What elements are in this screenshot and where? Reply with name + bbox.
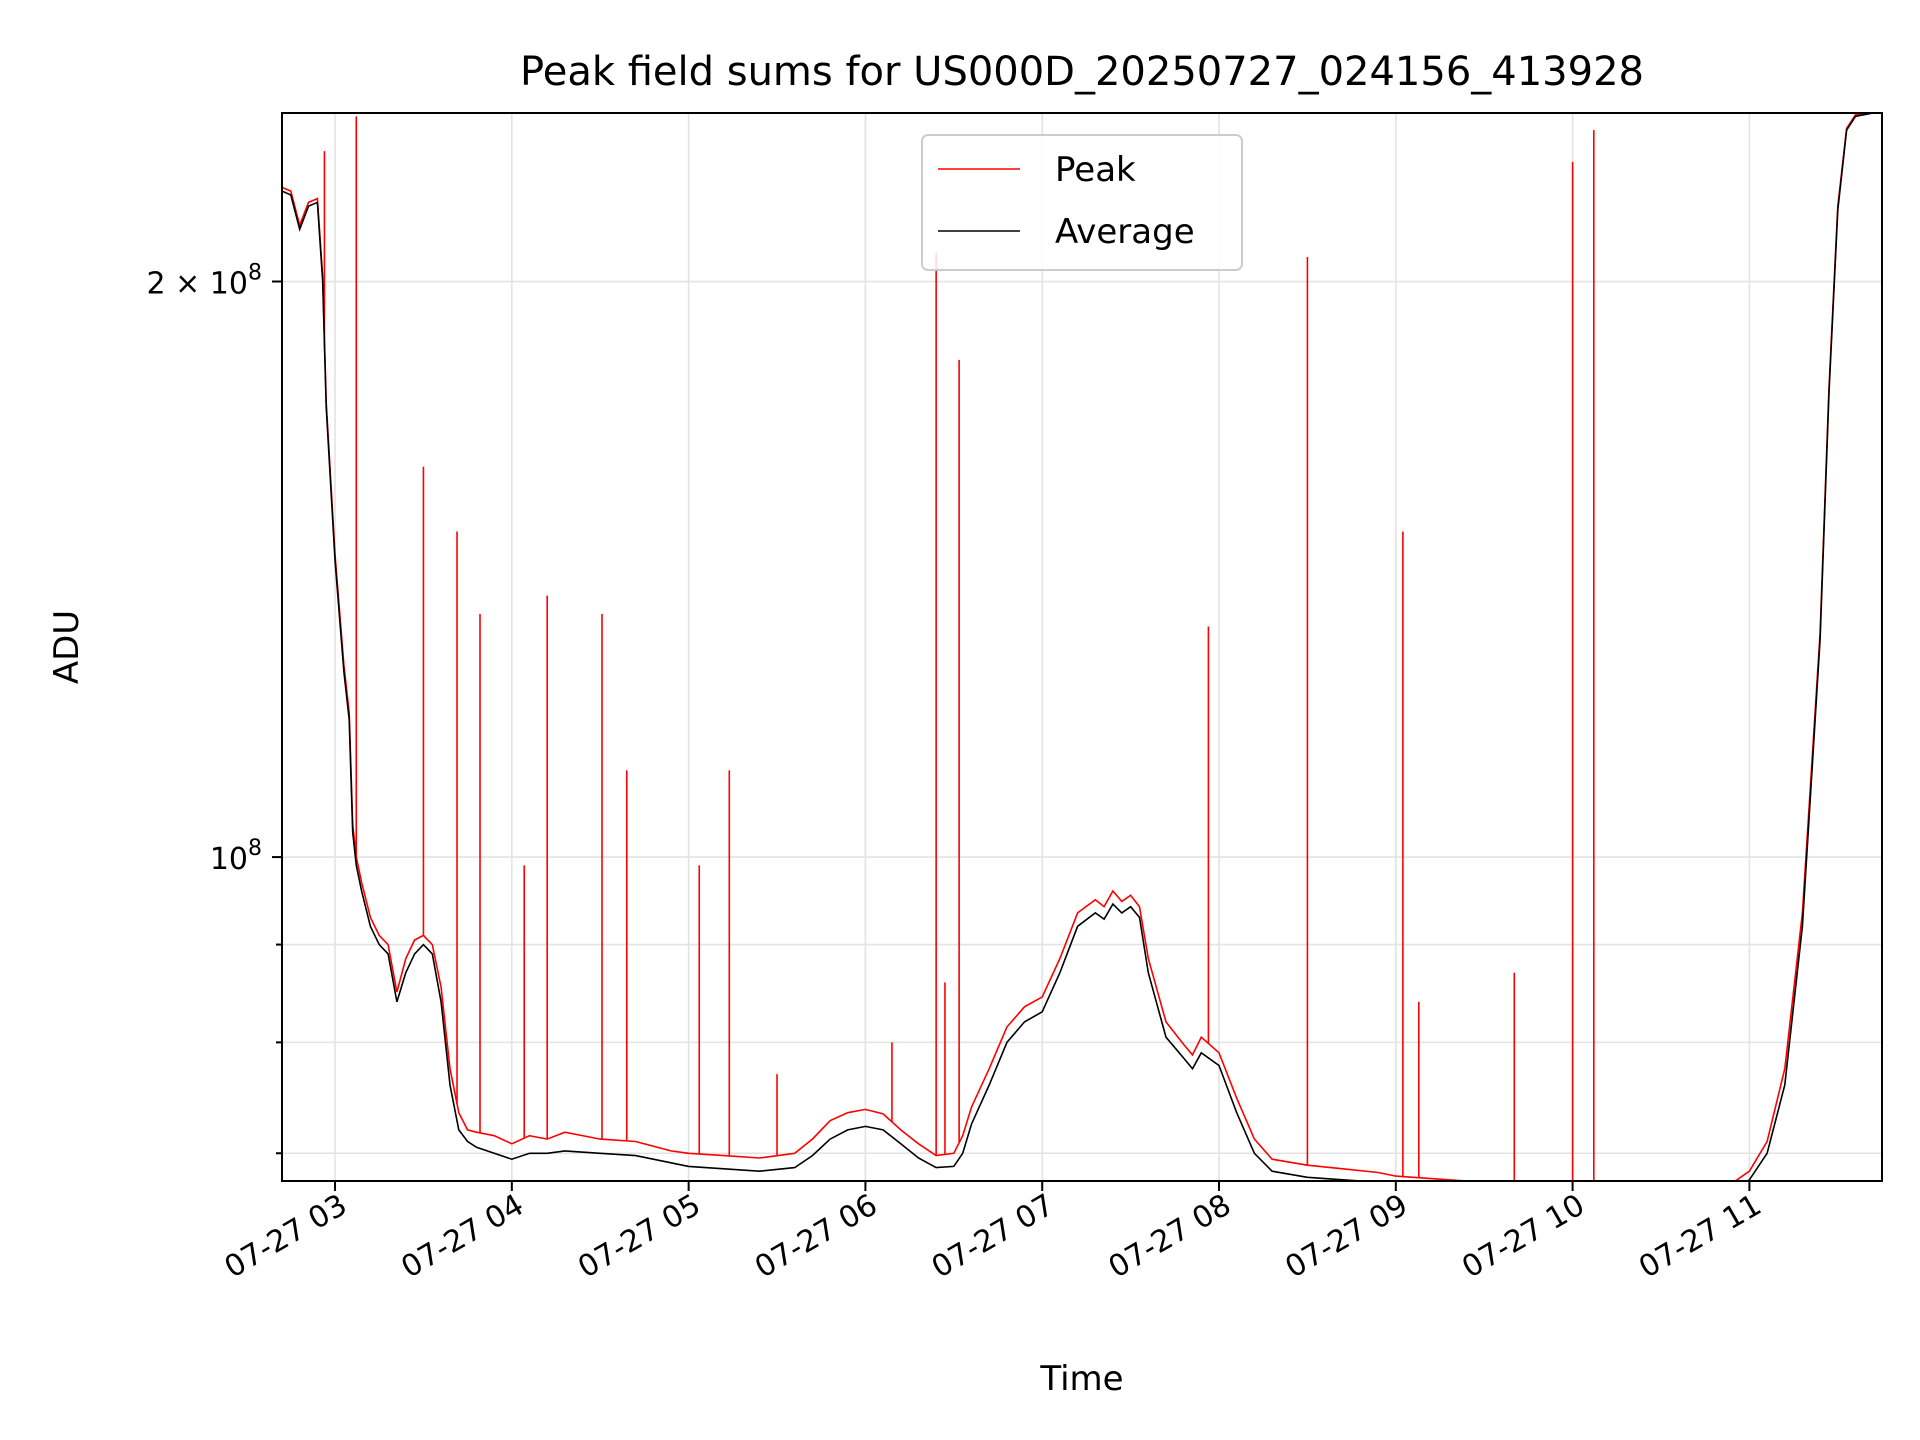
chart-title: Peak field sums for US000D_20250727_0241… bbox=[520, 49, 1644, 95]
plot-frame bbox=[281, 112, 1883, 1182]
plot-area bbox=[282, 113, 1882, 1181]
y-axis-label: ADU bbox=[47, 610, 87, 684]
series-peak-line bbox=[282, 113, 1882, 1181]
legend-average-label: Average bbox=[1055, 212, 1195, 252]
legend-peak-label: Peak bbox=[1055, 150, 1136, 190]
y-axis: 108 2 × 108 bbox=[147, 261, 282, 1155]
legend: Peak Average bbox=[921, 134, 1243, 271]
y-tick-label-1: 2 × 108 bbox=[147, 261, 262, 302]
x-axis-label: Time bbox=[1039, 1359, 1123, 1399]
series-average-line bbox=[282, 113, 1882, 1181]
y-tick-label-0: 108 bbox=[210, 836, 262, 877]
